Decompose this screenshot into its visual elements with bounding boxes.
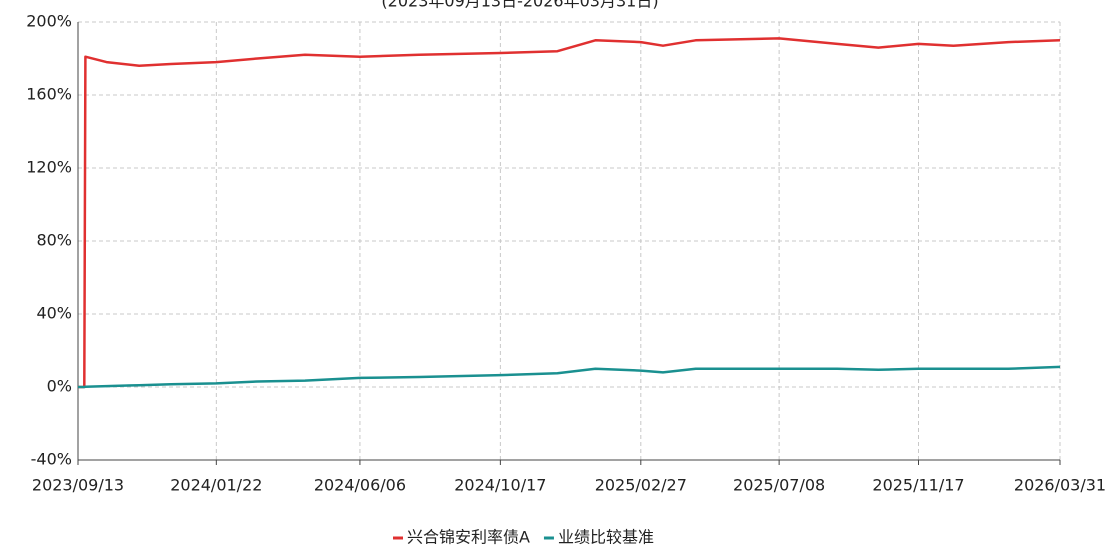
x-tick-label: 2024/06/06	[314, 476, 406, 495]
y-tick-label: 40%	[36, 304, 72, 323]
chart-subtitle: (2023年09月13日-2026年03月31日)	[381, 0, 658, 11]
legend-label: 业绩比较基准	[558, 528, 654, 547]
y-tick-label: 120%	[26, 158, 72, 177]
x-tick-label: 2024/01/22	[170, 476, 262, 495]
y-tick-label: -40%	[31, 450, 72, 469]
x-tick-label: 2026/03/31	[1014, 476, 1106, 495]
legend-label: 兴合锦安利率债A	[407, 528, 530, 547]
y-tick-label: 80%	[36, 231, 72, 250]
x-tick-label: 2025/11/17	[872, 476, 964, 495]
x-tick-label: 2023/09/13	[32, 476, 124, 495]
series-line	[78, 37, 1061, 389]
y-tick-label: 160%	[26, 85, 72, 104]
series-line	[78, 365, 1061, 389]
y-tick-label: 200%	[26, 12, 72, 31]
x-tick-label: 2025/02/27	[595, 476, 687, 495]
y-tick-label: 0%	[47, 377, 72, 396]
x-tick-label: 2025/07/08	[733, 476, 825, 495]
x-tick-label: 2024/10/17	[454, 476, 546, 495]
